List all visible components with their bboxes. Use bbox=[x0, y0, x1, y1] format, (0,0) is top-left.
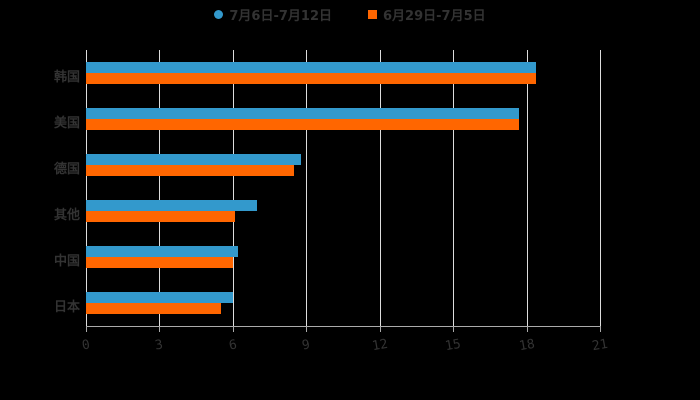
axis-tick bbox=[526, 326, 528, 332]
category-label: 日本 bbox=[53, 300, 80, 315]
gridline bbox=[159, 50, 161, 326]
gridline bbox=[453, 50, 455, 326]
bar[interactable] bbox=[86, 211, 236, 222]
category-label: 美国 bbox=[53, 116, 80, 131]
legend-label: 6月29日-7月5日 bbox=[383, 8, 486, 24]
axis-tick bbox=[232, 326, 234, 332]
bar[interactable] bbox=[86, 165, 295, 176]
x-tick-label: 9 bbox=[301, 337, 312, 354]
bar[interactable] bbox=[86, 292, 233, 303]
axis-tick bbox=[600, 326, 601, 332]
axis-tick bbox=[379, 326, 381, 332]
category-label: 中国 bbox=[53, 254, 80, 269]
x-tick-label: 21 bbox=[590, 336, 610, 355]
gridline bbox=[306, 50, 308, 326]
category-label: 韩国 bbox=[53, 70, 80, 85]
gridline bbox=[232, 50, 234, 326]
legend-circle-icon bbox=[214, 9, 224, 19]
legend-item-series1[interactable]: 7月6日-7月12日 bbox=[214, 4, 332, 24]
bar[interactable] bbox=[86, 257, 233, 268]
x-tick-label: 3 bbox=[154, 337, 165, 354]
bar[interactable] bbox=[86, 246, 238, 257]
x-tick-label: 12 bbox=[370, 336, 389, 355]
axis-tick bbox=[159, 326, 161, 332]
gridline bbox=[526, 50, 528, 326]
legend: 7月6日-7月12日 6月29日-7月5日 bbox=[0, 4, 700, 24]
bar[interactable] bbox=[86, 154, 302, 165]
x-tick-label: 6 bbox=[227, 337, 239, 354]
axis-tick bbox=[86, 326, 87, 332]
bar[interactable] bbox=[86, 108, 520, 119]
axis-tick bbox=[453, 326, 455, 332]
axis-tick bbox=[306, 326, 308, 332]
bar[interactable] bbox=[86, 119, 520, 130]
legend-square-icon bbox=[368, 9, 377, 19]
gridline bbox=[600, 50, 601, 326]
x-tick-label: 18 bbox=[517, 336, 536, 355]
legend-item-series2[interactable]: 6月29日-7月5日 bbox=[368, 4, 486, 24]
x-tick-label: 0 bbox=[80, 337, 92, 354]
category-label: 德国 bbox=[53, 162, 80, 177]
bar[interactable] bbox=[86, 73, 537, 84]
category-label: 其他 bbox=[53, 208, 80, 223]
x-tick-label: 15 bbox=[444, 336, 463, 355]
legend-label: 7月6日-7月12日 bbox=[229, 8, 332, 24]
gridline bbox=[86, 50, 87, 326]
bar[interactable] bbox=[86, 303, 221, 314]
bar[interactable] bbox=[86, 62, 537, 73]
x-axis-line bbox=[86, 326, 600, 327]
gridline bbox=[379, 50, 381, 326]
bar[interactable] bbox=[86, 200, 258, 211]
